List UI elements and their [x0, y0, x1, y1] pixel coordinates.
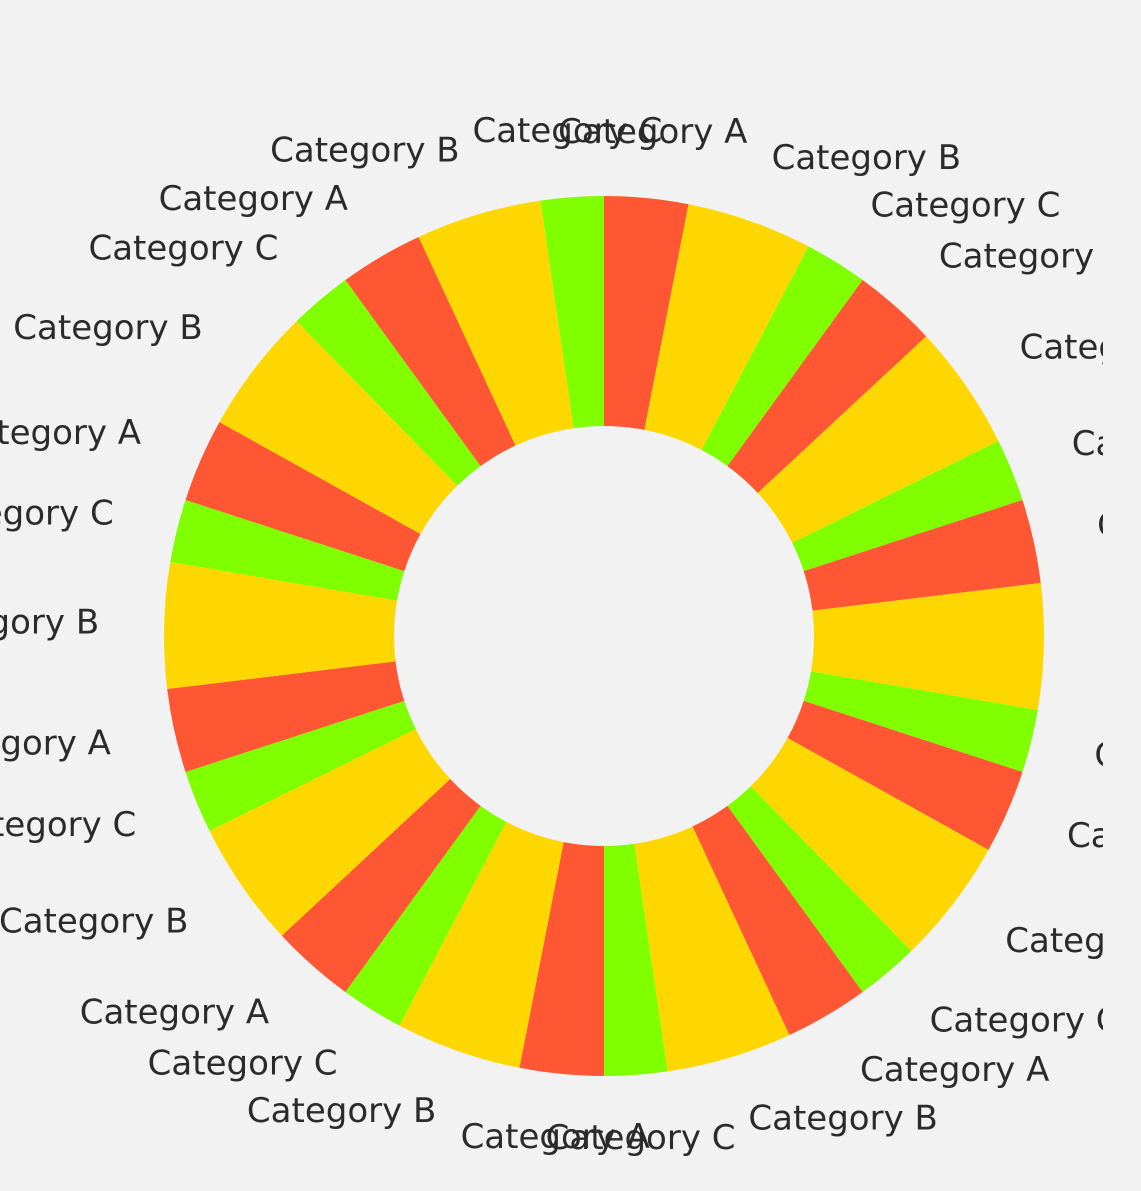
slice-label-3: Category C — [870, 186, 1060, 226]
slice-label-6: Category C — [1072, 424, 1103, 464]
slice-22 — [167, 661, 405, 772]
slice-label-20: Category B — [0, 901, 188, 941]
slice-1 — [604, 196, 689, 430]
slice-label-11: Category B — [1005, 921, 1103, 961]
slice-label-12: Category C — [930, 1000, 1103, 1040]
slice-5 — [757, 336, 999, 543]
slice-9 — [803, 671, 1038, 772]
slice-3 — [701, 246, 863, 467]
slice-21 — [185, 700, 416, 832]
slice-6 — [792, 440, 1023, 572]
slice-8 — [811, 582, 1044, 711]
slices-group — [164, 196, 1044, 1076]
slice-label-13: Category A — [860, 1050, 1049, 1090]
slice-label-26: Category B — [13, 308, 202, 348]
slice-24 — [170, 500, 405, 601]
slice-label-1: Category A — [558, 112, 747, 152]
slice-label-5: Category B — [1020, 328, 1103, 368]
slice-label-25: Category A — [0, 413, 141, 453]
slice-label-30: Category C — [472, 111, 662, 151]
slice-label-10: Category A — [1067, 816, 1103, 856]
slice-11 — [750, 738, 989, 951]
slice-14 — [634, 826, 790, 1072]
slice-label-16: Category A — [461, 1117, 650, 1157]
slice-23 — [164, 561, 397, 690]
slice-12 — [727, 786, 912, 992]
slice-18 — [345, 805, 507, 1026]
slice-label-9: Category C — [1094, 735, 1103, 775]
slice-label-19: Category A — [80, 992, 269, 1032]
slice-label-15: Category C — [546, 1118, 736, 1158]
slice-13 — [692, 805, 863, 1036]
slice-label-4: Category A — [939, 237, 1103, 277]
slice-label-21: Category C — [0, 805, 136, 845]
slice-label-23: Category B — [0, 602, 99, 642]
slice-16 — [519, 842, 604, 1076]
slice-2 — [644, 204, 809, 451]
slice-10 — [787, 700, 1023, 850]
slice-4 — [727, 280, 927, 493]
slice-label-2: Category B — [772, 138, 961, 178]
slice-20 — [209, 729, 451, 936]
slice-27 — [296, 280, 481, 486]
slice-17 — [399, 821, 564, 1068]
slice-label-28: Category A — [159, 179, 348, 219]
slice-29 — [418, 200, 574, 446]
slice-label-7: Category A — [1097, 506, 1103, 546]
slice-26 — [219, 321, 458, 534]
slice-15 — [604, 843, 668, 1076]
slice-label-18: Category C — [148, 1043, 338, 1083]
slice-7 — [803, 500, 1041, 611]
slice-30 — [540, 196, 604, 429]
slice-label-24: Category C — [0, 494, 114, 534]
slice-28 — [345, 236, 516, 467]
slice-label-22: Category A — [0, 723, 111, 763]
slice-19 — [281, 779, 481, 992]
slice-label-17: Category B — [247, 1091, 436, 1131]
slice-label-14: Category B — [748, 1098, 937, 1138]
slice-label-27: Category C — [88, 229, 278, 269]
slice-label-29: Category B — [270, 131, 459, 171]
slice-25 — [185, 422, 421, 572]
